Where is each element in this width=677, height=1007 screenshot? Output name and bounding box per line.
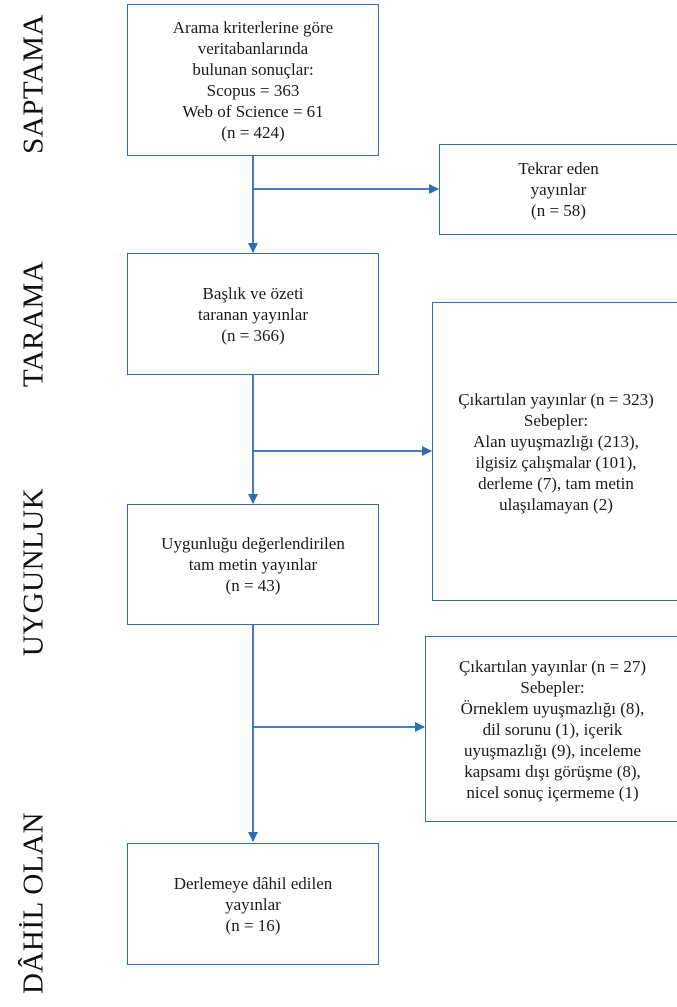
box-studies-included: Derlemeye dâhil edilen yayınlar (n = 16) <box>127 843 379 965</box>
text-line: kapsamı dışı görüşme (8), <box>464 761 641 781</box>
box-records-excluded: Çıkartılan yayınlar (n = 323) Sebepler: … <box>432 302 677 601</box>
stage-label-eligibility: UYGUNLUK <box>17 487 50 657</box>
stage-label-identification: SAPTAMA <box>17 14 50 154</box>
text-line: taranan yayınlar <box>198 304 308 324</box>
text-line: Örneklem uyuşmazlığı (8), <box>460 698 645 718</box>
text-line: Web of Science = 61 <box>182 102 324 121</box>
text-line: Başlık ve özeti <box>202 283 304 303</box>
text-line: Çıkartılan yayınlar (n = 323) <box>458 389 654 409</box>
text-line: dil sorunu (1), içerik <box>482 719 623 739</box>
text-line: Çıkartılan yayınlar (n = 27) <box>458 656 647 676</box>
box-records-identified: Arama kriterlerine göre veritabanlarında… <box>127 4 379 156</box>
text-line: Uygunluğu değerlendirilen <box>161 534 345 553</box>
text-line: (n = 366) <box>221 325 285 345</box>
box-records-screened: Başlık ve özeti taranan yayınlar (n = 36… <box>127 253 379 375</box>
text-line: (n = 43) <box>225 576 281 595</box>
text-line: Sebepler: <box>523 410 589 430</box>
text-line: ulaşılamayan (2) <box>499 494 613 514</box>
text-line: Alan uyuşmazlığı (213), <box>473 431 639 451</box>
box-fulltext-assessed: Uygunluğu değerlendirilen tam metin yayı… <box>127 504 379 625</box>
text-line: (n = 424) <box>221 123 285 142</box>
text-line: ilgisiz çalışmalar (101), <box>475 452 637 472</box>
text-line: (n = 16) <box>225 915 281 935</box>
text-line: veritabanlarında <box>197 39 309 58</box>
stage-label-screening: TARAMA <box>17 260 50 388</box>
box-fulltext-excluded: Çıkartılan yayınlar (n = 27) Sebepler: Ö… <box>425 636 677 822</box>
text-line: Tekrar eden <box>518 159 599 178</box>
text-line: Scopus = 363 <box>206 81 300 100</box>
text-line: tam metin yayınlar <box>188 555 318 574</box>
text-line: bulunan sonuçlar: <box>192 60 314 79</box>
box-duplicates-removed: Tekrar eden yayınlar (n = 58) <box>439 144 677 235</box>
text-line: yayınlar <box>530 180 587 199</box>
text-line: (n = 58) <box>531 201 586 220</box>
text-line: Derlemeye dâhil edilen <box>173 873 333 893</box>
text-line: Arama kriterlerine göre <box>172 18 334 37</box>
text-line: nicel sonuç içermeme (1) <box>466 782 639 802</box>
stage-label-included: DÂHİL OLAN <box>17 812 50 994</box>
text-line: derleme (7), tam metin <box>478 473 634 493</box>
text-line: uyuşmazlığı (9), inceleme <box>463 740 642 760</box>
text-line: yayınlar <box>225 894 281 914</box>
text-line: Sebepler: <box>520 677 585 697</box>
